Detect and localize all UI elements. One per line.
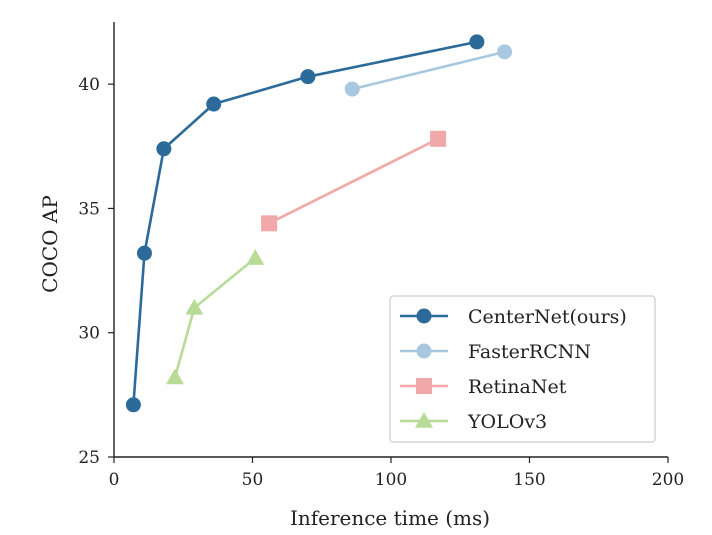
series-line-fasterrcnn [351,50,505,91]
axes: 0 50 100 150 200 25 30 35 40 [78,22,684,490]
data-point-retinanet [261,215,278,232]
legend-label: CenterNet(ours) [468,306,627,328]
legend-box [389,295,656,443]
data-point-centernet-ours [125,397,141,413]
legend-swatch-marker [416,343,432,359]
x-tick-label: 0 [109,470,120,490]
legend-swatch-marker [415,412,433,428]
series-layer [125,34,513,413]
data-point-centernet-ours [300,69,316,85]
legend-item-fasterrcnn: FasterRCNN [400,341,591,363]
legend-item-centernet-ours: CenterNet(ours) [400,306,627,328]
x-tick-label: 50 [242,470,264,490]
y-tick-label: 30 [78,324,100,344]
legend-item-yolov3: YOLOv3 [400,411,547,433]
y-tick-label: 35 [78,199,100,219]
data-point-retinanet [430,130,447,147]
legend-swatch-marker [416,378,432,394]
data-point-centernet-ours [206,96,222,112]
data-point-centernet-ours [469,34,485,50]
data-point-yolov3 [246,249,265,265]
series-retinanet [261,130,447,232]
x-tick-label: 100 [375,470,407,490]
legend-label: FasterRCNN [468,341,591,363]
y-tick-label: 40 [78,75,100,95]
series-fasterrcnn [344,44,513,97]
data-point-centernet-ours [136,245,152,261]
series-line-centernet-ours [132,40,478,405]
data-point-yolov3 [165,368,184,385]
x-axis-label: Inference time (ms) [290,506,490,530]
series-yolov3 [165,249,265,385]
x-tick-label: 200 [652,470,684,490]
data-point-fasterrcnn [497,44,513,60]
y-axis-label: COCO AP [38,195,62,293]
data-point-yolov3 [185,298,204,315]
legend: CenterNet(ours) FasterRCNN RetinaNet YOLOv3 [389,295,656,443]
series-centernet-ours [125,34,485,413]
data-point-fasterrcnn [344,81,360,97]
legend-swatch-marker [416,308,432,324]
x-tick-label: 150 [513,470,545,490]
data-point-centernet-ours [156,141,172,157]
series-line-retinanet [268,137,439,225]
y-tick-label: 25 [78,448,100,468]
legend-label: YOLOv3 [467,411,547,433]
series-line-yolov3 [173,257,257,378]
legend-label: RetinaNet [468,376,567,398]
legend-item-retinanet: RetinaNet [400,376,567,398]
